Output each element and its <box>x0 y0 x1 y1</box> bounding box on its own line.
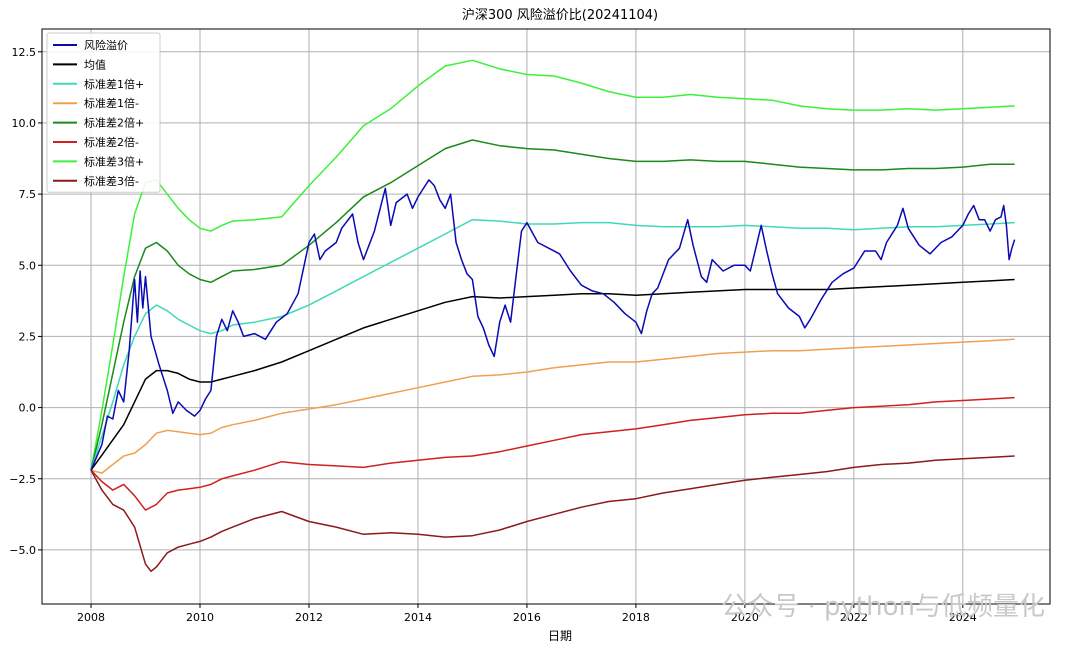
x-tick-label: 2024 <box>949 611 977 624</box>
x-tick-label: 2008 <box>77 611 105 624</box>
y-tick-label: 2.5 <box>19 330 37 343</box>
series-layer <box>90 59 1016 573</box>
series-line-0 <box>90 179 1016 471</box>
x-tick-label: 2018 <box>622 611 650 624</box>
x-tick-label: 2010 <box>186 611 214 624</box>
x-tick-label: 2014 <box>404 611 432 624</box>
chart-title: 沪深300 风险溢价比(20241104) <box>462 7 658 23</box>
x-tick-label: 2020 <box>731 611 759 624</box>
watermark: 公众号 · python与低频量化 <box>721 592 1045 622</box>
x-tick-label: 2022 <box>840 611 868 624</box>
y-tick-label: 5.0 <box>19 259 37 272</box>
legend-label: 标准差3倍- <box>84 174 139 188</box>
series-line-5 <box>90 396 1015 511</box>
y-tick-label: 7.5 <box>19 188 37 201</box>
grid <box>42 29 1050 604</box>
x-tick-label: 2016 <box>513 611 541 624</box>
y-tick-label: −5.0 <box>9 544 36 557</box>
legend-box <box>46 32 161 193</box>
series-line-1 <box>90 278 1015 471</box>
legend-label: 风险溢价 <box>84 38 128 52</box>
y-tick-label: 0.0 <box>19 402 37 415</box>
series-line-2 <box>90 218 1015 471</box>
x-tick-label: 2012 <box>295 611 323 624</box>
series-line-4 <box>90 139 1015 471</box>
y-tick-label: 12.5 <box>12 46 37 59</box>
y-tick-label: −2.5 <box>9 473 36 486</box>
series-line-6 <box>90 59 1015 471</box>
legend-label: 标准差1倍+ <box>84 77 144 91</box>
x-axis-label: 日期 <box>548 629 572 643</box>
series-line-7 <box>90 455 1015 573</box>
y-tick-label: 10.0 <box>12 117 37 130</box>
ticks: 2008 2010 2012 2014 2016 2018 2020 2022 2024 −5.0… <box>9 46 977 624</box>
legend-label: 均值 <box>84 58 106 71</box>
legend-label: 标准差2倍- <box>84 135 139 149</box>
plot-frame <box>41 28 1051 605</box>
series-line-3 <box>90 338 1015 474</box>
legend-label: 标准差1倍- <box>84 96 139 110</box>
legend-label: 标准差3倍+ <box>84 154 144 168</box>
legend-label: 标准差2倍+ <box>84 116 144 130</box>
